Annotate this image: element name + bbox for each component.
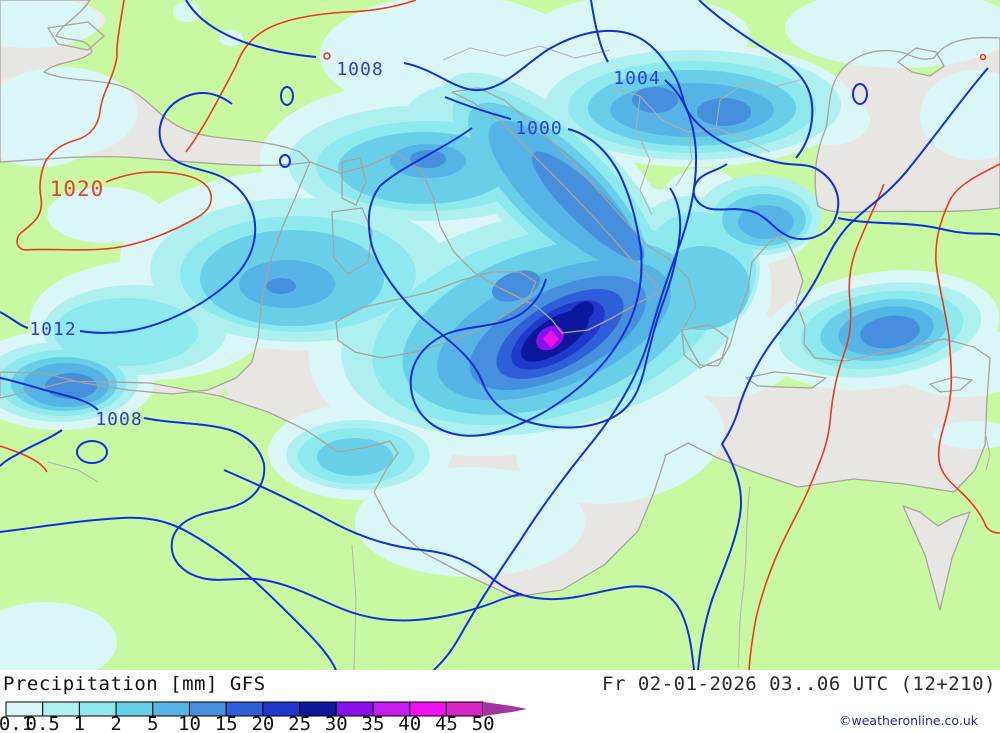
isobar-label-1020: 1020	[50, 177, 105, 201]
legend-overflow-arrow	[484, 702, 527, 716]
country-borders	[47, 45, 991, 670]
legend-swatch	[445, 701, 484, 717]
legend-value: 20	[251, 713, 274, 733]
isobar-labels: 1008 1004 1000 1012 1008 1020	[29, 59, 660, 430]
legend-value: 15	[215, 713, 238, 733]
legend-value: 10	[178, 713, 201, 733]
isobar-label-1012: 1012	[29, 319, 76, 340]
isobar-label-1008-left: 1008	[95, 409, 142, 430]
copyright-link[interactable]: ©weatheronline.co.uk	[839, 713, 978, 728]
isobar-label-1008-top: 1008	[336, 59, 383, 80]
legend-value: 35	[362, 713, 385, 733]
legend-value: 0.5	[26, 713, 60, 733]
legend-value: 25	[288, 713, 311, 733]
legend-value: 1	[74, 713, 85, 733]
isobars-blue	[0, 0, 1000, 670]
footer-bar: Precipitation [mm] GFS Fr 02-01-2026 03.…	[0, 670, 1000, 733]
legend-value: 30	[325, 713, 348, 733]
legend-swatches	[5, 701, 484, 717]
legend-value: 5	[147, 713, 158, 733]
legend-value: 45	[435, 713, 458, 733]
map-title: Precipitation [mm] GFS	[3, 673, 266, 695]
map-canvas: 1008 1004 1000 1012 1008 1020	[0, 0, 1000, 670]
isobars-red	[0, 0, 1000, 670]
precipitation-map: 1008 1004 1000 1012 1008 1020	[0, 0, 1000, 670]
legend-values: 0.1 0.5 1 2 5 10 15 20 25 30 35 40 45 50	[0, 713, 495, 733]
legend-value: 0.1	[0, 713, 33, 733]
isobar-label-1000: 1000	[515, 118, 562, 139]
legend-value: 40	[398, 713, 421, 733]
precip-max-diamond	[543, 330, 559, 348]
legend-value: 2	[110, 713, 121, 733]
legend-value: 50	[472, 713, 495, 733]
isobar-label-1004: 1004	[613, 68, 660, 89]
precipitation-legend: 0.1 0.5 1 2 5 10 15 20 25 30 35 40 45 50	[0, 701, 527, 733]
valid-time-label: Fr 02-01-2026 03..06 UTC (12+210)	[602, 673, 996, 695]
